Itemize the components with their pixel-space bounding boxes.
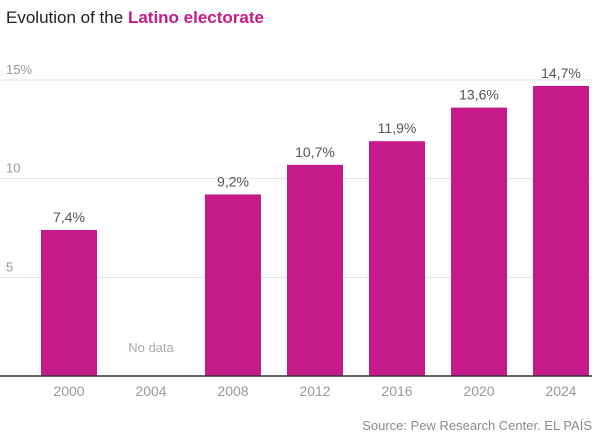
x-tick-label: 2020	[463, 383, 494, 399]
chart-title-highlight: Latino electorate	[127, 8, 264, 27]
no-data-label: No data	[128, 340, 174, 355]
chart-title: Evolution of the Latino electorate	[6, 8, 264, 28]
bar-2012	[287, 164, 343, 376]
data-label: 13,6%	[459, 87, 499, 103]
bar-2016	[369, 141, 425, 376]
data-label: 9,2%	[217, 173, 249, 189]
bar-2000	[41, 229, 97, 376]
x-tick-label: 2024	[545, 383, 576, 399]
bar-2020	[451, 107, 507, 377]
y-tick-label: 5	[6, 259, 13, 274]
y-tick-label: 10	[6, 161, 20, 176]
data-label: 14,7%	[541, 65, 581, 81]
data-label: 11,9%	[378, 120, 417, 136]
y-tick-label: 15%	[6, 62, 32, 77]
chart-title-prefix: Evolution of the	[6, 8, 124, 27]
bar-2024	[533, 85, 589, 377]
source-note: Source: Pew Research Center. EL PAÍS	[362, 418, 592, 433]
x-tick-label: 2000	[53, 383, 84, 399]
data-label: 7,4%	[53, 209, 85, 225]
x-tick-label: 2012	[299, 383, 330, 399]
x-tick-label: 2004	[135, 383, 166, 399]
x-tick-label: 2008	[217, 383, 248, 399]
bar-2008	[205, 194, 261, 376]
x-tick-label: 2016	[381, 383, 412, 399]
data-label: 10,7%	[295, 144, 335, 160]
